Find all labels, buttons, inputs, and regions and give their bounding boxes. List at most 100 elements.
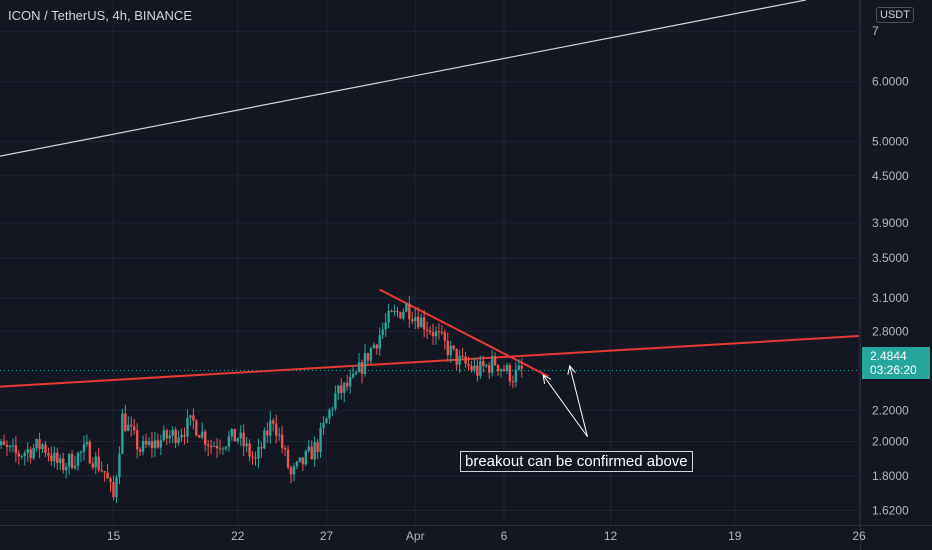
candle-body (97, 456, 100, 471)
price-tick-label: 5.0000 (872, 134, 909, 148)
candle-body (381, 329, 384, 336)
candle-body (192, 415, 195, 421)
candle-body (464, 356, 467, 364)
candle-body (251, 456, 254, 458)
last-price-label: 2.4844 03:26:20 (862, 347, 930, 379)
candle-body (70, 453, 74, 468)
price-tick-label: 3.5000 (872, 251, 909, 265)
candle-body (233, 428, 236, 442)
candle-body (425, 329, 429, 331)
candle-body (384, 322, 387, 330)
candle-body (431, 332, 435, 337)
arrow-shaft (569, 365, 588, 437)
price-tick-label: 1.8000 (872, 469, 909, 483)
candle-body (85, 441, 89, 445)
time-tick-label: 19 (728, 529, 742, 543)
candle-body (443, 332, 447, 341)
candle-body (171, 429, 174, 436)
candle-body (493, 356, 497, 365)
candle-body (348, 377, 352, 387)
candle-body (20, 455, 23, 457)
candle-body (198, 435, 201, 438)
candle-body (209, 446, 213, 448)
candle-body (64, 466, 68, 471)
candle-body (357, 362, 361, 373)
candle-body (369, 348, 373, 361)
time-tick-label: 12 (604, 529, 618, 543)
candle-body (242, 432, 245, 447)
candle-body (177, 437, 180, 443)
candle-body (499, 369, 503, 372)
candle-body (150, 441, 154, 449)
arrow-shaft (542, 374, 588, 437)
candle-body (94, 456, 97, 468)
candle-body (183, 435, 186, 437)
candle-body (112, 482, 115, 498)
currency-badge[interactable]: USDT (876, 7, 914, 23)
candle-body (360, 362, 364, 374)
candle-body (387, 310, 390, 323)
candle-body (331, 408, 334, 410)
candle-body (153, 440, 157, 449)
candle-body (138, 449, 142, 452)
trendline-support (0, 335, 860, 388)
last-price-value: 2.4844 (870, 349, 907, 363)
candle-body (14, 445, 18, 454)
candle-body (38, 439, 41, 450)
candle-body (511, 381, 515, 383)
price-tick-label: 6.0000 (872, 75, 909, 89)
candle-body (452, 345, 455, 349)
candle-body (0, 441, 3, 446)
candle-body (351, 373, 355, 378)
time-tick-label: 22 (231, 529, 245, 543)
candle-body (165, 430, 168, 439)
candle-body (73, 465, 77, 468)
price-axis[interactable]: 7 6.0000 5.0000 4.5000 3.9000 3.5000 3.1000 2.8… (860, 0, 910, 550)
candle-body (417, 316, 420, 328)
candle-body (322, 423, 325, 428)
candle-body (141, 440, 145, 452)
candle-body (502, 369, 506, 372)
candle-body (26, 449, 29, 453)
time-axis[interactable]: 15 22 27 Apr 6 12 19 26 (0, 525, 932, 544)
candle-body (319, 427, 322, 453)
candle-body (301, 457, 305, 465)
candle-body (130, 424, 133, 427)
candle-body (266, 430, 269, 436)
candle-body (221, 448, 225, 450)
arrow-head (542, 374, 552, 385)
candle-body (109, 478, 112, 483)
candle-body (422, 317, 426, 330)
candle-body (201, 431, 204, 438)
candle-body (88, 441, 92, 464)
candle-body (159, 440, 163, 448)
countdown-timer: 03:26:20 (870, 363, 917, 377)
candle-body (118, 453, 121, 478)
candle-body (437, 331, 441, 333)
candle-body (269, 420, 272, 436)
candle-body (204, 431, 207, 445)
candle-body (378, 335, 381, 349)
candles (0, 295, 523, 503)
candle-body (248, 443, 251, 457)
candle-body (11, 445, 15, 447)
candle-body (5, 444, 9, 447)
candle-body (467, 363, 470, 366)
time-tick-label: 6 (501, 529, 508, 543)
candle-body (17, 453, 21, 457)
time-tick-label: 15 (107, 529, 121, 543)
candle-body (485, 365, 488, 367)
candle-body (476, 365, 479, 376)
candle-body (127, 424, 130, 431)
candle-body (47, 452, 50, 456)
candle-body (277, 434, 281, 436)
candle-body (76, 452, 80, 466)
candle-body (115, 477, 118, 498)
candle-body (316, 442, 319, 453)
candle-body (8, 445, 12, 447)
candle-body (215, 445, 219, 449)
candle-body (121, 413, 124, 454)
breakout-annotation[interactable]: breakout can be confirmed above (460, 451, 693, 472)
candle-body (206, 444, 210, 447)
